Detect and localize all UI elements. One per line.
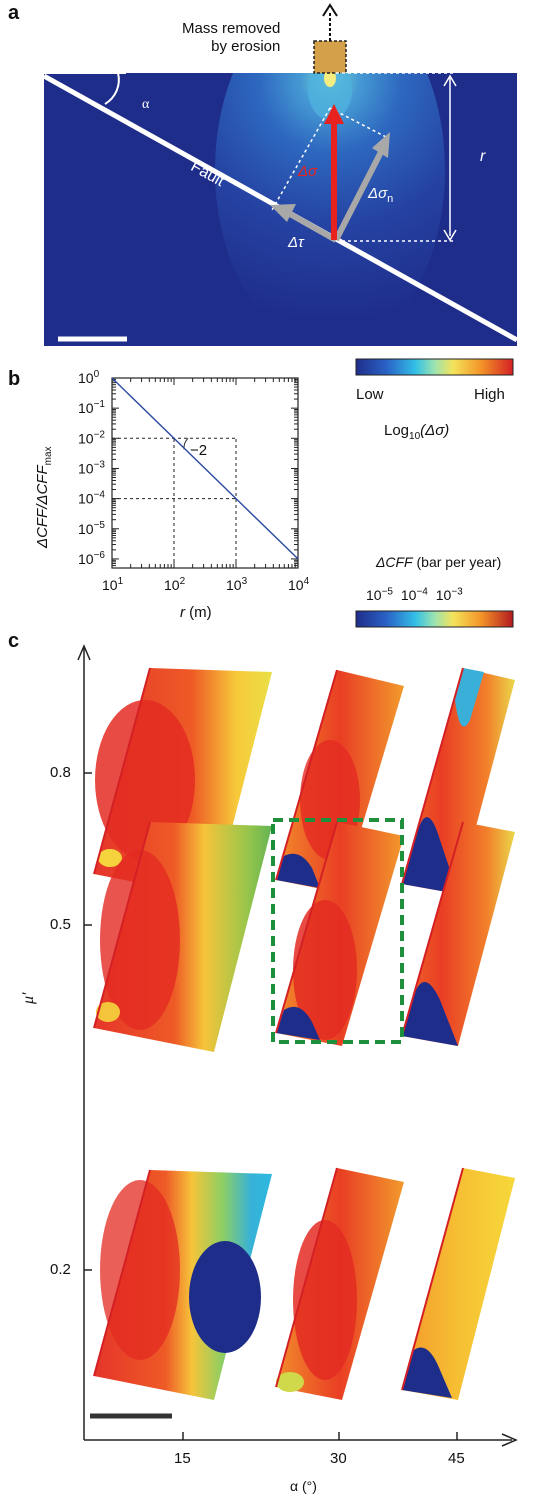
dashed-parallelogram-right: [329, 107, 389, 139]
map-a45-mu05: [401, 821, 515, 1046]
panel-b-xlabel: r (m): [180, 604, 212, 621]
panel-b-letter: b: [8, 368, 21, 390]
stress-field-core: [308, 73, 352, 120]
colorbar-c-tick-1: 10−5: [366, 586, 393, 603]
delta-sigma-label: Δσ: [298, 163, 318, 180]
panel-c-colorbar-title-rest: (bar per year): [412, 554, 502, 570]
panel-c-colorbar-title: ΔCFF (bar per year): [376, 554, 501, 570]
panel-b-xtick-label: 104: [288, 576, 310, 593]
colorbar-title-prefix: Log: [384, 422, 410, 439]
panel-c-xtick-label-45: 45: [448, 1450, 465, 1467]
panel-b-ytick-label: 100: [78, 369, 100, 386]
panel-c-xtick-label-15: 15: [174, 1450, 191, 1467]
delta-sigma-n-label: Δσn: [368, 185, 393, 205]
r-arrow-top: [443, 74, 457, 87]
r-arrow-bottom: [443, 229, 457, 242]
panel-b-xtick-label: 102: [164, 576, 186, 593]
alpha-label: α: [142, 97, 150, 112]
panel-c-letter: c: [8, 630, 20, 652]
panel-b-ytick-label: 10−1: [78, 399, 105, 416]
stress-field-hotspot: [324, 73, 336, 87]
mass-arrow-head: [322, 3, 338, 17]
panel-b-ytick-label: 10−6: [78, 550, 105, 567]
panel-c-colorbar-ticks: 10−5 10−4 10−3: [366, 586, 463, 603]
panel-c-xlabel: α (°): [290, 1478, 317, 1494]
panel-c-ytick-label-02: 0.2: [50, 1261, 71, 1278]
delta-tau-arrowhead: [270, 204, 296, 222]
panel-b-slope-arc: [183, 437, 189, 450]
mass-removed-label-line2: by erosion: [211, 38, 281, 55]
panel-b-frame: [111, 377, 299, 569]
panel-b-series-line: [111, 377, 299, 560]
delta-tau-arrow: [288, 211, 338, 243]
panel-c-ytick-label-08: 0.8: [50, 764, 71, 781]
panel-c-colorbar-title-italic: ΔCFF: [376, 554, 413, 570]
mass-removed-label-line1: Mass removed: [182, 20, 281, 37]
panel-b-ylabel: ΔCFF/ΔCFFmax: [34, 446, 54, 548]
panel-c-colorbar: [355, 610, 514, 628]
delta-sigma-n-text: Δσ: [368, 185, 388, 202]
panel-a-figure: [44, 3, 517, 346]
panel-b-ytick-label: 10−4: [78, 490, 105, 507]
panel-b-xtick-label: 101: [102, 576, 124, 593]
map-a30-mu05: [275, 821, 404, 1046]
delta-sigma-n-arrowhead: [372, 132, 390, 158]
delta-sigma-n-arrow: [333, 148, 385, 242]
panel-b-ytick-label: 10−2: [78, 429, 105, 446]
panel-b-xtick-label: 103: [226, 576, 248, 593]
map-a45-mu08: [401, 667, 515, 894]
panel-c-xtick-label-30: 30: [330, 1450, 347, 1467]
delta-tau-label: Δτ: [288, 234, 304, 251]
panel-c-figure: [77, 644, 518, 1447]
colorbar-title-suffix: (Δσ): [420, 422, 450, 439]
highlighted-case-box: [271, 818, 404, 1044]
alpha-arc: [104, 72, 120, 105]
colorbar-title-sub: 10: [409, 431, 421, 442]
panel-b-xlabel-italic: r: [180, 604, 185, 621]
colorbar-c-tick-2: 10−4: [400, 586, 428, 603]
panel-c-y-arrowhead: [77, 644, 91, 661]
panel-a-colorbar: [355, 358, 514, 376]
dashed-parallelogram-left: [271, 107, 331, 211]
colorbar-high-label: High: [474, 386, 505, 403]
mass-removed-label: Mass removed by erosion: [182, 20, 280, 56]
panel-a-letter: a: [8, 2, 20, 24]
delta-sigma-arrowhead: [324, 104, 344, 124]
panel-b-slope-label: −2: [190, 442, 208, 459]
panel-b-ytick-label: 10−5: [78, 520, 105, 537]
panel-b-xlabel-unit: (m): [185, 604, 212, 621]
colorbar-title: Log10(Δσ): [384, 422, 449, 442]
panel-c-x-arrowhead: [501, 1433, 518, 1447]
panel-c-ytick-label-05: 0.5: [50, 916, 71, 933]
delta-sigma-n-sub: n: [387, 193, 394, 205]
panel-b-ytick-label: 10−3: [78, 459, 105, 476]
map-a30-mu02: [275, 1167, 404, 1400]
panel-b-chart: 101 102 103 104 100 10−1 10−2 10−3 10−4 10−5 10−6: [78, 369, 310, 593]
colorbar-c-tick-3: 10−3: [435, 586, 463, 603]
map-a15-mu02: [93, 1169, 272, 1400]
panel-c-ylabel: μ′: [20, 992, 37, 1004]
mass-box: [313, 40, 347, 74]
r-label: r: [480, 148, 486, 165]
colorbar-low-label: Low: [356, 386, 384, 403]
panel-b-ylabel-main: ΔCFF/ΔCFF: [34, 465, 51, 548]
map-a45-mu02: [401, 1167, 515, 1400]
panel-b-ylabel-sub: max: [43, 446, 54, 466]
map-a15-mu05: [93, 821, 272, 1052]
